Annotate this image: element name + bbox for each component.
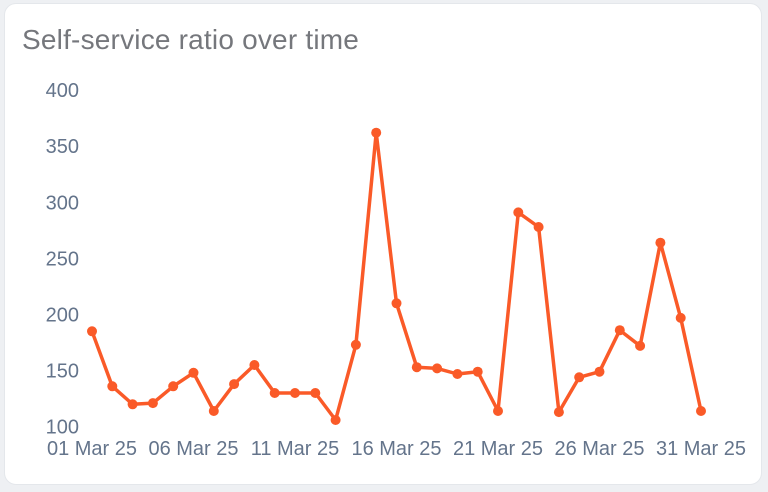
data-point-marker[interactable] [452,369,463,379]
data-point-marker[interactable] [472,366,483,377]
x-axis-tick-label: 16 Mar 25 [351,438,441,460]
data-point-marker[interactable] [371,127,382,138]
x-axis-tick-label: 21 Mar 25 [453,438,543,460]
data-point-marker[interactable] [208,406,219,416]
data-point-marker[interactable] [188,367,199,378]
data-point-marker[interactable] [168,381,179,392]
data-point-marker[interactable] [635,340,646,351]
data-point-marker[interactable] [574,372,585,383]
data-point-marker[interactable] [594,366,605,377]
data-point-marker[interactable] [310,388,321,398]
data-point-marker[interactable] [330,415,341,425]
data-point-marker[interactable] [553,407,564,418]
y-axis-tick-label: 300 [46,192,79,214]
data-point-marker[interactable] [249,360,260,370]
x-axis-tick-label: 06 Mar 25 [148,438,238,460]
data-point-marker[interactable] [87,326,97,337]
y-axis-tick-label: 400 [46,80,79,102]
data-point-marker[interactable] [533,222,544,232]
data-point-marker[interactable] [432,363,443,374]
data-point-marker[interactable] [229,379,240,390]
data-point-marker[interactable] [290,388,300,398]
data-point-marker[interactable] [127,399,138,410]
data-point-marker[interactable] [107,381,118,392]
data-point-marker[interactable] [269,388,280,398]
data-point-marker[interactable] [493,406,503,416]
data-point-marker[interactable] [675,312,686,323]
y-axis-tick-label: 150 [46,361,79,383]
data-point-marker[interactable] [696,406,706,416]
y-axis-tick-label: 200 [46,305,79,327]
x-axis-tick-label: 26 Mar 25 [554,438,644,460]
y-axis-tick-label: 250 [46,248,79,270]
data-point-marker[interactable] [147,398,158,409]
series-line [90,130,703,422]
data-point-marker[interactable] [513,207,524,218]
chart-title: Self-service ratio over time [22,24,360,55]
data-point-marker[interactable] [391,298,402,309]
data-point-marker[interactable] [655,237,666,248]
y-axis-tick-label: 350 [46,136,79,158]
y-axis-tick-label: 100 [46,417,79,439]
data-point-marker[interactable] [350,339,361,350]
data-point-marker[interactable] [411,362,422,373]
x-axis-tick-label: 11 Mar 25 [251,438,340,460]
x-axis-tick-label: 01 Mar 25 [47,438,137,460]
data-point-marker[interactable] [614,325,625,336]
x-axis-tick-label: 31 Mar 25 [656,438,746,460]
